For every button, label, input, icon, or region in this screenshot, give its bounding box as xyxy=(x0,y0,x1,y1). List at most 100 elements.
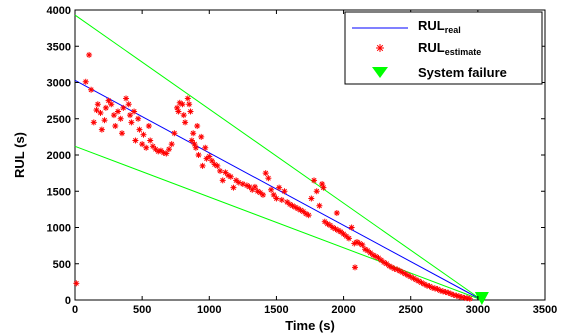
estimate-point xyxy=(305,212,312,219)
estimate-point xyxy=(145,123,152,129)
estimate-point xyxy=(93,107,100,114)
estimate-point xyxy=(143,144,150,151)
estimate-point xyxy=(123,95,130,102)
estimate-point xyxy=(426,283,433,290)
estimate-point xyxy=(230,184,237,191)
estimate-point xyxy=(176,99,183,106)
estimate-point xyxy=(437,287,444,294)
estimate-point xyxy=(335,227,342,234)
legend-entry-estimate: RULestimate xyxy=(376,40,481,57)
estimate-point xyxy=(396,268,403,274)
estimate-point xyxy=(351,264,358,271)
y-tick-label: 3000 xyxy=(47,78,71,90)
x-tick-label: 500 xyxy=(133,304,151,316)
estimate-point xyxy=(88,86,95,93)
estimate-point xyxy=(102,104,109,111)
legend: RULreal RULestimate System failure xyxy=(344,11,543,85)
estimate-point xyxy=(163,150,170,157)
estimate-point xyxy=(120,104,127,111)
y-axis-label: RUL (s) xyxy=(12,132,27,178)
y-tick-label: 0 xyxy=(65,295,71,307)
legend-triangle-swatch xyxy=(372,67,388,78)
legend-label-estimate-sub: estimate xyxy=(445,47,482,57)
legend-entry-failure: System failure xyxy=(372,65,507,80)
estimate-point xyxy=(73,280,80,287)
estimate-point xyxy=(98,126,105,133)
estimate-point xyxy=(187,108,194,115)
estimate-point xyxy=(206,153,213,160)
x-tick-label: 2500 xyxy=(398,304,422,316)
svg-text:RULreal: RULreal xyxy=(418,18,461,35)
estimate-point xyxy=(270,191,277,198)
estimate-point xyxy=(179,101,186,108)
estimate-point xyxy=(182,119,189,126)
legend-label-real-sub: real xyxy=(445,25,461,35)
y-tick-label: 4000 xyxy=(47,5,71,17)
estimate-point xyxy=(155,148,162,155)
svg-text:RULestimate: RULestimate xyxy=(418,40,481,57)
legend-entry-real: RULreal xyxy=(352,18,461,35)
estimate-point xyxy=(273,195,280,202)
estimate-point xyxy=(128,119,135,126)
y-tick-label: 3500 xyxy=(47,41,71,53)
estimate-point xyxy=(320,184,327,191)
estimate-point xyxy=(316,202,323,209)
series-line-upper-bound xyxy=(74,14,483,301)
y-tick-label: 2500 xyxy=(47,114,71,126)
x-tick-label: 1500 xyxy=(264,304,288,316)
y-tick-label: 1000 xyxy=(47,223,71,235)
estimate-point xyxy=(135,115,142,122)
estimate-point xyxy=(125,101,132,108)
estimate-point xyxy=(202,144,209,151)
x-tick-label: 3500 xyxy=(533,304,557,316)
legend-star-glyph xyxy=(376,44,384,52)
estimate-point xyxy=(127,112,134,119)
estimate-point xyxy=(217,167,224,174)
legend-label-estimate-main: RUL xyxy=(418,40,445,55)
estimate-point xyxy=(192,144,199,151)
legend-star-swatch xyxy=(376,44,384,52)
estimate-point xyxy=(175,108,182,115)
estimate-point xyxy=(97,109,104,116)
estimate-point xyxy=(184,95,191,102)
estimate-point xyxy=(359,241,366,248)
estimate-point xyxy=(262,170,269,177)
estimate-point xyxy=(251,183,258,190)
estimate-point xyxy=(147,137,154,144)
x-axis-label: Time (s) xyxy=(285,318,335,333)
lines-layer xyxy=(74,14,483,301)
x-tick-label: 0 xyxy=(72,304,78,316)
estimate-point xyxy=(466,295,473,302)
estimate-point xyxy=(278,196,285,203)
estimate-point xyxy=(246,183,253,190)
estimate-point xyxy=(208,157,215,164)
x-tick-label: 3000 xyxy=(466,304,490,316)
estimate-point xyxy=(281,188,288,195)
y-axis-ticks: 0 500 1000 1500 2000 2500 3000 3500 4000 xyxy=(47,5,545,307)
estimate-point xyxy=(139,141,146,148)
estimate-point xyxy=(214,162,221,169)
estimate-point xyxy=(367,249,374,256)
estimate-point xyxy=(114,108,121,115)
estimate-point xyxy=(166,146,172,153)
estimate-point xyxy=(198,133,205,140)
y-tick-label: 2000 xyxy=(47,150,71,162)
estimate-point xyxy=(333,210,340,216)
estimate-point xyxy=(119,130,125,137)
estimate-point xyxy=(117,115,124,122)
estimate-point xyxy=(140,131,147,138)
points-layer xyxy=(73,51,473,302)
estimate-point xyxy=(276,184,283,191)
estimate-point xyxy=(90,119,97,126)
failure-layer xyxy=(474,292,489,305)
estimate-point xyxy=(313,188,320,195)
estimate-point xyxy=(168,141,175,148)
estimate-point xyxy=(180,112,187,119)
estimate-point xyxy=(82,78,89,85)
legend-label-real-main: RUL xyxy=(418,18,445,33)
estimate-point xyxy=(194,123,201,129)
estimate-point xyxy=(308,195,315,202)
x-axis-ticks: 0 500 1000 1500 2000 2500 3000 3500 xyxy=(72,10,557,316)
estimate-point xyxy=(171,130,178,137)
estimate-point xyxy=(354,239,360,245)
